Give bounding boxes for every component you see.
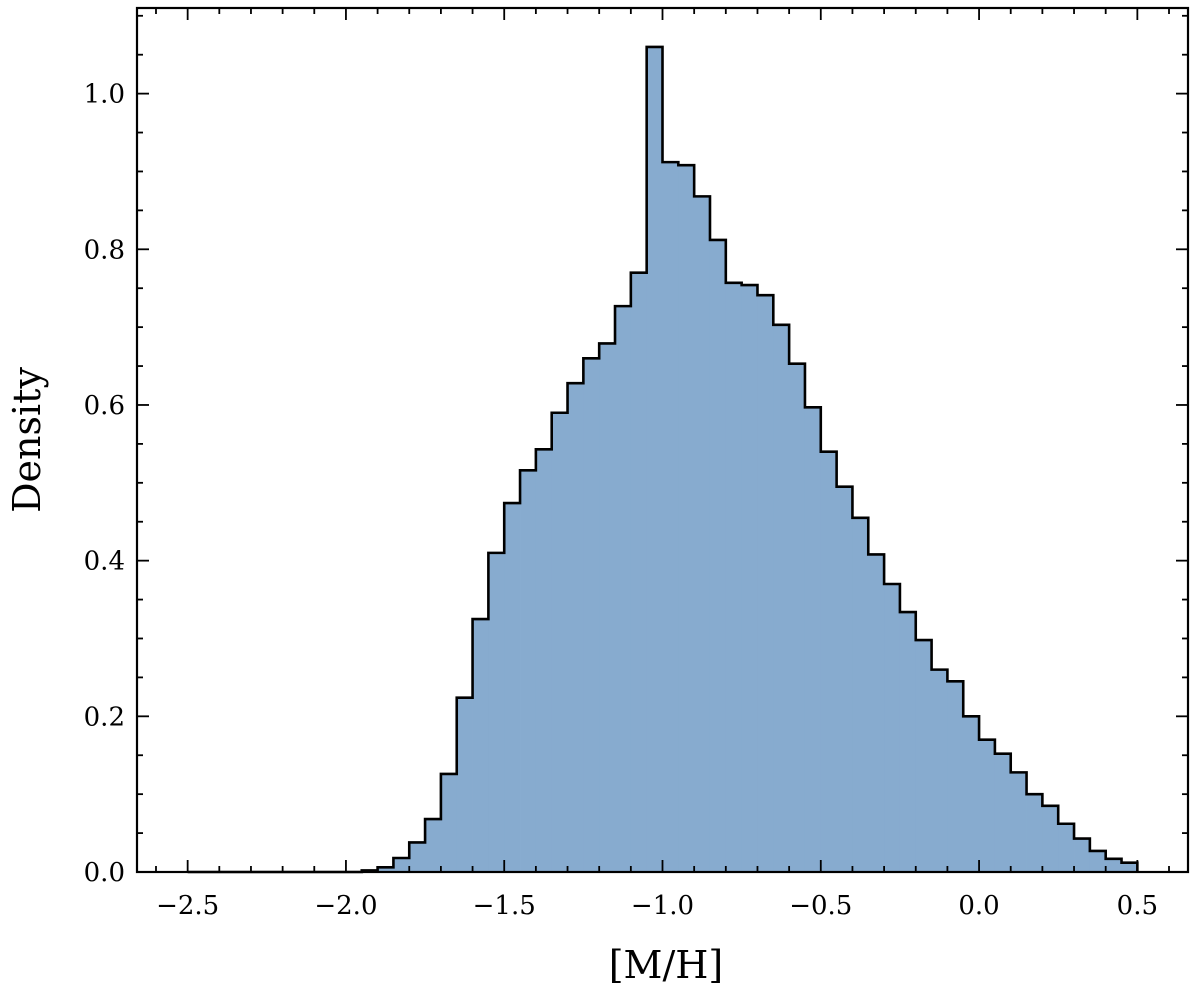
histogram-outline — [187, 45, 1139, 874]
histogram-bar — [1010, 772, 1027, 872]
y-tick-label: 0.2 — [84, 702, 125, 732]
x-tick-label: −1.0 — [631, 891, 694, 921]
x-tick-label: 0.5 — [1117, 891, 1158, 921]
y-tick-label: 1.0 — [84, 80, 125, 110]
histogram-bar — [567, 383, 584, 872]
histogram-bar — [994, 753, 1012, 872]
histogram-bar — [773, 324, 790, 872]
histogram-bar — [551, 412, 568, 872]
y-axis-label: Density — [5, 367, 49, 513]
x-axis-label: [M/H] — [609, 943, 724, 987]
histogram-bar — [393, 857, 410, 872]
histogram-bar — [678, 165, 695, 873]
histogram-bar — [599, 343, 616, 872]
y-tick-labels: 0.0 0.2 0.4 0.6 0.8 1.0 — [84, 80, 125, 888]
histogram-bar — [1105, 858, 1122, 872]
histogram-bar — [694, 196, 711, 873]
y-tick-label: 0.8 — [84, 235, 125, 265]
histogram-bar — [520, 470, 537, 872]
x-tick-label: −2.5 — [156, 891, 219, 921]
histogram-bar — [425, 819, 442, 872]
histogram-bar — [630, 272, 648, 872]
y-tick-label: 0.0 — [84, 858, 125, 888]
histogram-bar — [868, 554, 885, 872]
x-tick-label: 0.0 — [958, 891, 999, 921]
histogram-bar — [852, 517, 869, 872]
histogram-bar — [836, 486, 853, 872]
histogram-bar — [741, 285, 758, 873]
y-tick-label: 0.4 — [84, 547, 125, 577]
histogram-bar — [899, 612, 917, 872]
histogram-bar — [456, 697, 473, 872]
histogram-bar — [409, 842, 426, 872]
y-tick-label: 0.6 — [84, 391, 125, 421]
histogram-bar — [947, 681, 964, 872]
histogram-bar — [488, 552, 505, 872]
plot-frame — [135, 6, 1190, 874]
histogram-bar — [884, 584, 901, 872]
x-tick-label: −0.5 — [789, 891, 852, 921]
histogram-bar — [504, 503, 521, 872]
histogram-bar — [1121, 862, 1138, 872]
histogram-bar — [757, 295, 774, 872]
histogram-bar — [725, 282, 743, 872]
x-tick-labels: −2.5 −2.0 −1.5 −1.0 −0.5 0.0 0.5 — [156, 891, 1158, 921]
histogram-bar — [820, 451, 838, 872]
histogram-bar — [931, 669, 948, 872]
histogram-bar — [789, 363, 806, 872]
histogram-bar — [1089, 850, 1107, 872]
x-tick-label: −1.5 — [473, 891, 536, 921]
x-tick-label: −2.0 — [314, 891, 377, 921]
histogram-bar — [646, 46, 663, 872]
histogram-bar — [1058, 823, 1075, 872]
histogram-bar — [1042, 805, 1059, 872]
histogram-bars — [361, 46, 1138, 873]
histogram-bar — [963, 716, 980, 872]
histogram-bar — [583, 358, 600, 872]
histogram-bar — [662, 162, 679, 873]
histogram-bar — [979, 739, 996, 872]
histogram-bar — [915, 640, 932, 872]
histogram-bar — [804, 407, 822, 872]
histogram-bar — [440, 773, 458, 872]
histogram-bar — [709, 239, 727, 872]
histogram-bar — [615, 306, 632, 873]
histogram-bar — [377, 867, 394, 872]
histogram-bar — [1026, 794, 1043, 872]
histogram-bar — [1074, 838, 1091, 872]
histogram-bar — [535, 449, 553, 872]
histogram-bar — [472, 619, 489, 872]
